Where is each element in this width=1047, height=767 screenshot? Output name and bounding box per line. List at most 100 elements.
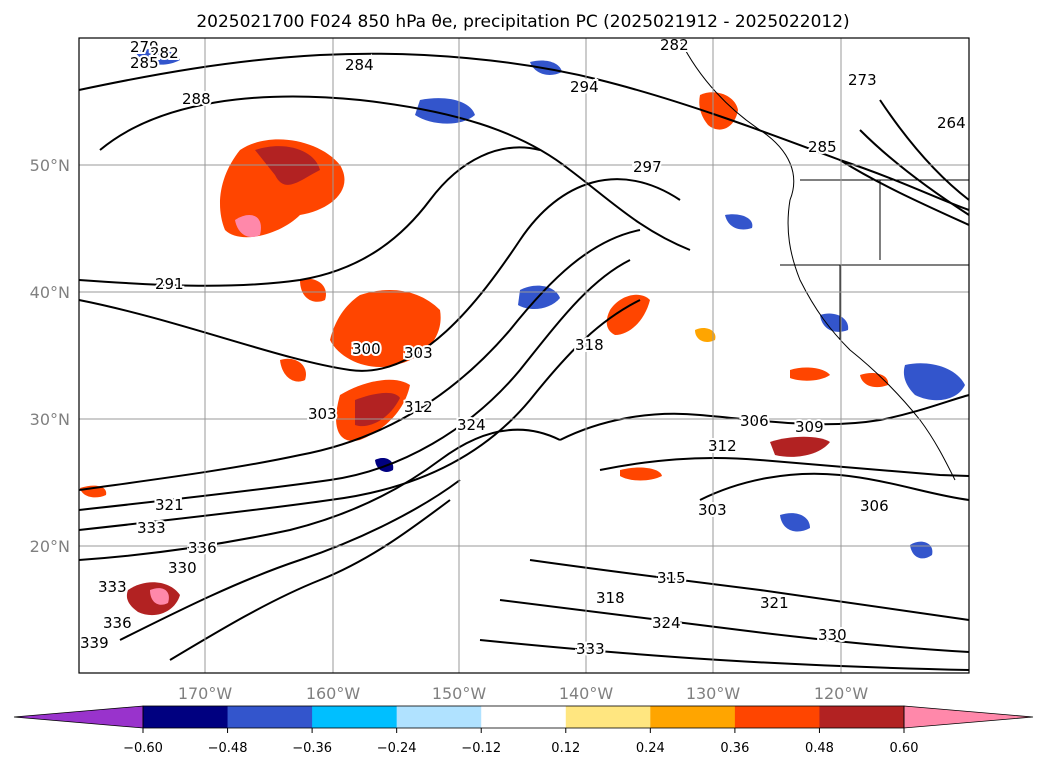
precip-positive-area — [699, 92, 738, 130]
contour-label: 285 — [130, 54, 159, 72]
contour-line — [479, 639, 970, 671]
contour-label: 282 — [660, 36, 689, 54]
contour-label: 333 — [137, 519, 166, 537]
precip-negative-area — [903, 363, 965, 401]
contour-label: 279 — [130, 38, 159, 56]
contour-label: 282 — [150, 44, 179, 62]
contour-label: 300 — [352, 340, 381, 358]
contour-label: 336 — [103, 614, 132, 632]
lon-label: 160°W — [306, 684, 361, 703]
precip-negative-area — [725, 214, 753, 230]
contour-label: 321 — [155, 496, 184, 514]
colorbar-tick-label: 0.60 — [890, 741, 919, 756]
precip-positive-area — [695, 328, 716, 342]
contour-label: 318 — [596, 589, 625, 607]
contour-label: 318 — [575, 336, 604, 354]
contour-label: 333 — [576, 640, 605, 658]
contour-label: 303 — [698, 501, 727, 519]
precip-positive-area — [606, 294, 650, 335]
colorbar-block — [734, 706, 820, 728]
contour-label: 339 — [80, 634, 109, 652]
map-frame — [78, 37, 970, 674]
contour-line — [99, 95, 691, 251]
colorbar-tick-label: −0.60 — [123, 741, 163, 756]
map-panel: 279 282 285 284 288 294 297 291 300 303 … — [78, 34, 970, 674]
contour-label: 312 — [404, 398, 433, 416]
precip-positive-area — [770, 436, 830, 457]
contour-label: 321 — [760, 594, 789, 612]
contour-line — [699, 472, 970, 501]
map-title: 2025021700 F024 850 hPa θe, precipitatio… — [196, 12, 849, 32]
colorbar-tick-label: −0.24 — [377, 741, 417, 756]
contour-line — [78, 259, 631, 511]
precip-positive-area — [280, 358, 306, 382]
contour-label: 285 — [808, 138, 837, 156]
lon-label: 120°W — [814, 684, 869, 703]
colorbar-tick-label: 0.24 — [636, 741, 665, 756]
lat-label: 50°N — [30, 156, 70, 175]
contour-label: 324 — [457, 416, 486, 434]
colorbar-block — [312, 706, 398, 728]
contour-label: 284 — [345, 56, 374, 74]
colorbar-block — [481, 706, 567, 728]
colorbar-extend-high — [903, 705, 1034, 729]
precip-positive-area — [300, 278, 326, 302]
contour-label: 288 — [182, 90, 211, 108]
contour-line — [879, 99, 970, 201]
contour-label: 264 — [937, 114, 966, 132]
contour-label: 306 — [740, 412, 769, 430]
colorbar: −0.60 −0.48 −0.36 −0.24 −0.12 0.12 0.24 0.36 0.4… — [13, 705, 1034, 756]
contour-label: 291 — [155, 275, 184, 293]
contour-line — [78, 146, 541, 287]
contour-label: 297 — [633, 158, 662, 176]
contour-line — [119, 479, 461, 641]
contour-label: 315 — [657, 569, 686, 587]
contour-line — [169, 499, 451, 661]
contour-line — [499, 599, 970, 653]
contour-label: 324 — [652, 614, 681, 632]
contour-label: 306 — [860, 497, 889, 515]
precip-strong-area — [355, 392, 400, 427]
colorbar-block — [396, 706, 482, 728]
contour-line — [839, 159, 970, 226]
contour-line — [78, 178, 681, 372]
colorbar-tick-label: −0.12 — [461, 741, 501, 756]
theta-e-contours — [78, 52, 970, 671]
colorbar-ticks: −0.60 −0.48 −0.36 −0.24 −0.12 0.12 0.24 0.36 0.4… — [123, 728, 918, 756]
precip-positive-area — [790, 367, 830, 381]
contour-label: 294 — [570, 78, 599, 96]
colorbar-tick-label: 0.12 — [551, 741, 580, 756]
lat-label: 20°N — [30, 537, 70, 556]
contour-line — [859, 129, 970, 216]
contour-label: 273 — [848, 71, 877, 89]
lat-labels: 50°N 40°N 30°N 20°N — [30, 156, 70, 556]
contour-label: 333 — [98, 578, 127, 596]
contour-label: 336 — [188, 539, 217, 557]
colorbar-block — [819, 706, 905, 728]
contour-line — [529, 559, 970, 621]
colorbar-tick-label: 0.48 — [805, 741, 834, 756]
map-background — [79, 38, 969, 673]
precip-peak-area — [235, 215, 261, 238]
contour-label: 312 — [708, 437, 737, 455]
precip-positive-area — [330, 290, 441, 368]
lon-label: 140°W — [559, 684, 614, 703]
colorbar-frame — [142, 705, 905, 729]
contour-label: 303 — [308, 405, 337, 423]
contour-line — [78, 299, 641, 531]
colorbar-extend-low — [13, 705, 144, 729]
lat-label: 30°N — [30, 410, 70, 429]
colorbar-block — [143, 706, 229, 728]
lon-label: 150°W — [432, 684, 487, 703]
contour-label: 330 — [818, 626, 847, 644]
contour-line — [599, 457, 970, 477]
contour-line — [78, 229, 641, 491]
colorbar-tick-label: 0.36 — [720, 741, 749, 756]
precip-peak-area — [150, 588, 169, 605]
lon-label: 130°W — [686, 684, 741, 703]
precip-negative-area — [135, 48, 180, 65]
gridlines — [79, 38, 969, 673]
lat-label: 40°N — [30, 283, 70, 302]
precip-positive-area — [860, 373, 889, 388]
